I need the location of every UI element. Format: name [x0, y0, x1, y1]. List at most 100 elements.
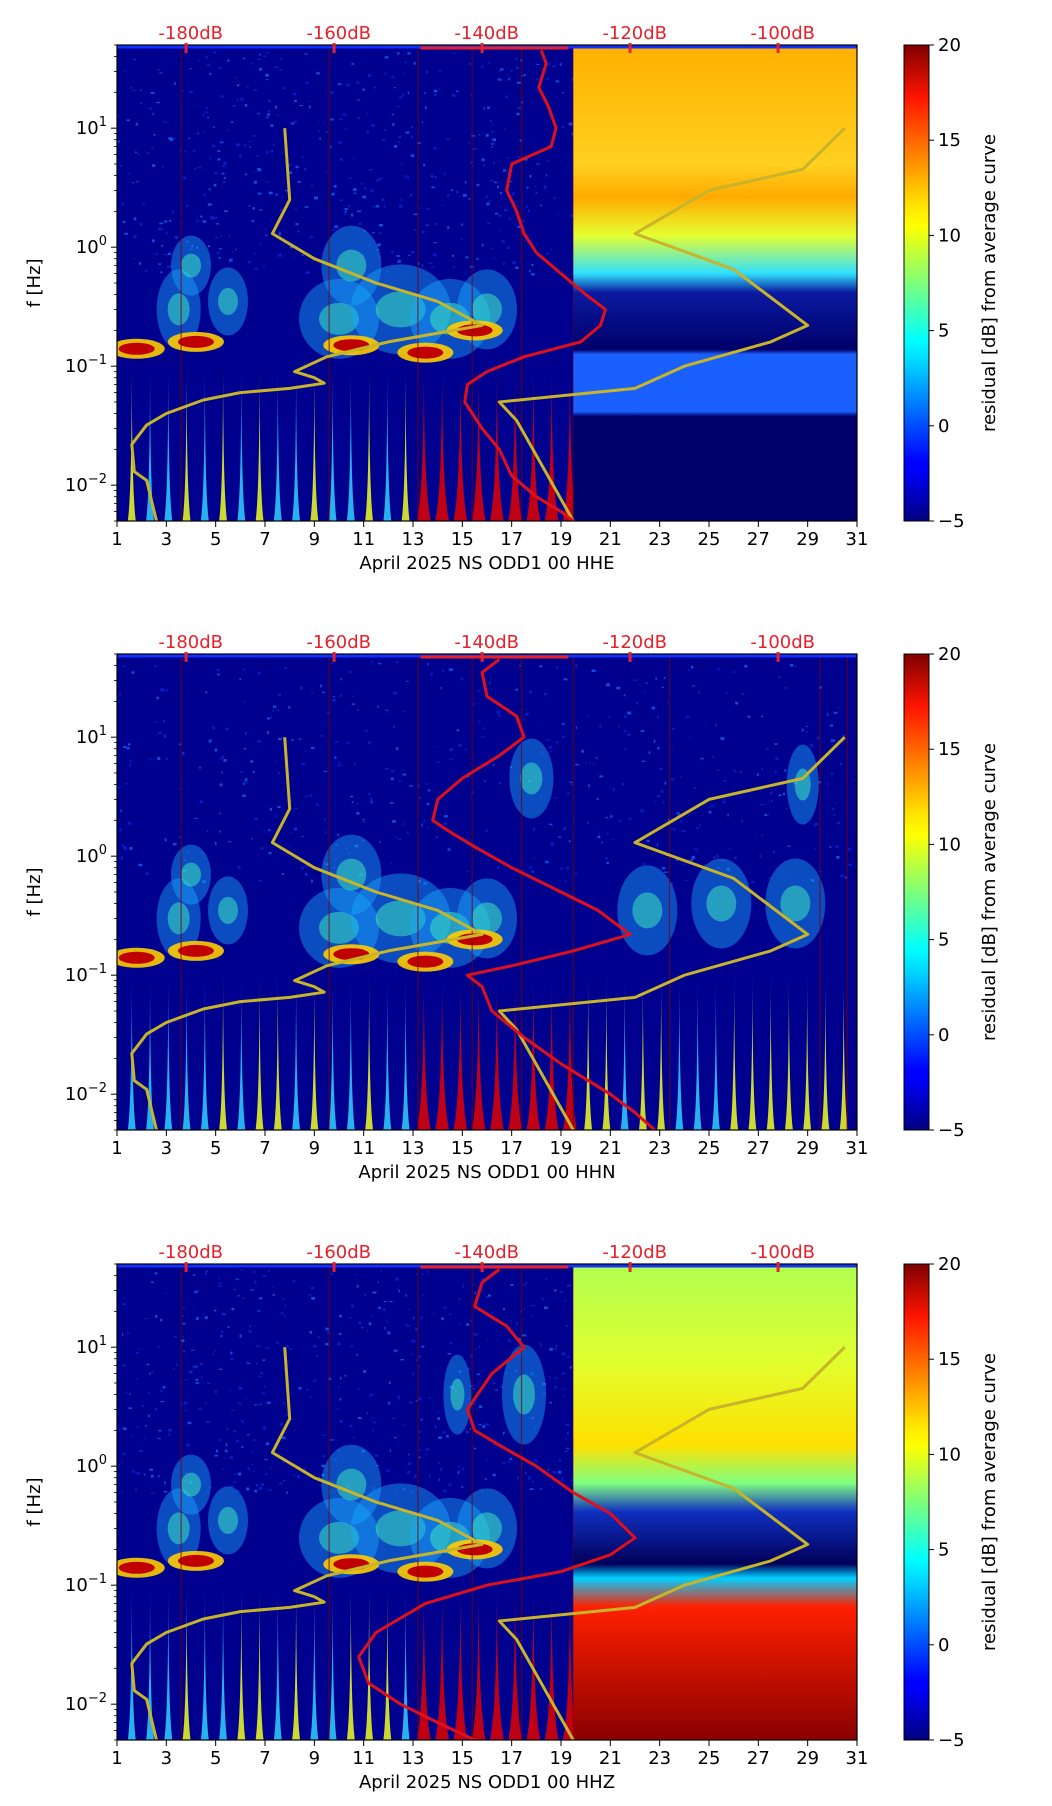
- noise-speckle: [167, 252, 171, 256]
- noise-speckle: [285, 1303, 287, 1307]
- noise-speckle: [342, 113, 347, 116]
- noise-speckle: [413, 1316, 415, 1319]
- noise-speckle: [498, 714, 501, 717]
- noise-speckle: [356, 1388, 360, 1390]
- noise-speckle: [642, 863, 645, 866]
- noise-speckle: [273, 143, 275, 147]
- y-tick-label: 101: [76, 115, 107, 139]
- noise-speckle: [344, 1374, 347, 1377]
- noise-speckle: [175, 55, 177, 57]
- noise-speckle: [252, 171, 255, 173]
- noise-speckle: [531, 870, 534, 873]
- transient-spike: [292, 361, 301, 521]
- transient-spike: [164, 1580, 173, 1740]
- noise-speckle: [407, 1462, 412, 1465]
- noise-speckle: [207, 116, 210, 119]
- noise-speckle: [836, 855, 840, 859]
- noise-speckle: [163, 1482, 166, 1486]
- noise-speckle: [435, 828, 437, 831]
- noise-speckle: [292, 256, 295, 258]
- noise-speckle: [268, 1489, 272, 1491]
- noise-speckle: [270, 124, 274, 127]
- noise-speckle: [368, 169, 373, 171]
- noise-speckle: [253, 89, 258, 92]
- noise-speckle: [402, 1488, 407, 1490]
- noise-speckle: [128, 172, 131, 175]
- noise-speckle: [214, 1350, 217, 1352]
- noise-speckle: [648, 751, 651, 755]
- noise-speckle: [316, 1354, 319, 1357]
- noise-speckle: [251, 62, 254, 65]
- noise-speckle: [837, 707, 839, 709]
- noise-speckle: [448, 1313, 452, 1316]
- noise-speckle: [507, 1339, 511, 1342]
- noise-speckle: [320, 684, 323, 688]
- noise-speckle: [539, 1488, 543, 1490]
- noise-speckle: [565, 1324, 569, 1327]
- noise-speckle: [258, 68, 262, 71]
- noise-speckle: [481, 1370, 483, 1372]
- noise-speckle: [128, 1407, 133, 1410]
- noise-speckle: [209, 216, 214, 220]
- noise-speckle: [139, 223, 143, 226]
- noise-speckle: [201, 853, 206, 855]
- noise-speckle: [181, 222, 184, 224]
- transient-spike: [200, 1580, 209, 1740]
- noise-speckle: [280, 253, 282, 255]
- noise-speckle: [148, 1414, 150, 1418]
- noise-speckle: [340, 158, 343, 161]
- spectrogram: [117, 1264, 857, 1740]
- noise-speckle: [219, 247, 223, 250]
- noise-speckle: [395, 661, 399, 664]
- noise-speckle: [260, 1483, 265, 1486]
- noise-speckle: [391, 113, 394, 116]
- noise-speckle: [515, 266, 519, 269]
- transient-spike: [346, 361, 355, 521]
- noise-speckle: [223, 161, 227, 165]
- noise-speckle: [606, 861, 609, 865]
- y-tick-base: 10: [65, 1694, 88, 1715]
- noise-speckle: [581, 749, 584, 753]
- noise-speckle: [288, 845, 291, 847]
- noise-speckle: [362, 820, 366, 823]
- noise-speckle: [257, 58, 261, 61]
- noise-speckle: [156, 696, 159, 700]
- noise-speckle: [244, 144, 247, 147]
- noise-speckle: [855, 670, 857, 673]
- noise-speckle: [184, 150, 187, 153]
- noise-speckle: [504, 1371, 508, 1374]
- noise-speckle: [418, 1449, 421, 1451]
- noise-speckle: [430, 672, 433, 676]
- noise-speckle: [238, 1386, 243, 1390]
- noise-speckle: [330, 145, 332, 149]
- noise-speckle: [425, 70, 429, 74]
- transient-spike: [328, 361, 337, 521]
- noise-speckle: [253, 180, 257, 184]
- noise-speckle: [238, 1402, 242, 1405]
- noise-speckle: [487, 222, 491, 224]
- noise-speckle: [469, 1354, 474, 1358]
- transient-spike: [453, 970, 468, 1130]
- noise-speckle: [295, 166, 299, 169]
- noise-speckle: [474, 1291, 476, 1295]
- noise-speckle: [184, 1409, 187, 1412]
- noise-speckle: [449, 748, 454, 751]
- noise-speckle: [291, 739, 294, 742]
- transient-spike: [310, 970, 319, 1130]
- noise-speckle: [298, 1386, 302, 1390]
- transient-spike: [602, 970, 611, 1130]
- noise-speckle: [264, 1385, 266, 1389]
- noise-speckle: [145, 269, 148, 272]
- noise-speckle: [554, 1289, 557, 1292]
- noise-speckle: [487, 1294, 492, 1297]
- noise-speckle: [353, 158, 356, 160]
- noise-speckle: [218, 1276, 220, 1280]
- noise-speckle: [216, 222, 220, 225]
- transient-spike: [219, 1580, 228, 1740]
- noise-speckle: [256, 155, 260, 157]
- transient-spike: [435, 361, 450, 521]
- colorbar-tick-label: 15: [938, 130, 961, 151]
- noise-speckle: [302, 156, 304, 158]
